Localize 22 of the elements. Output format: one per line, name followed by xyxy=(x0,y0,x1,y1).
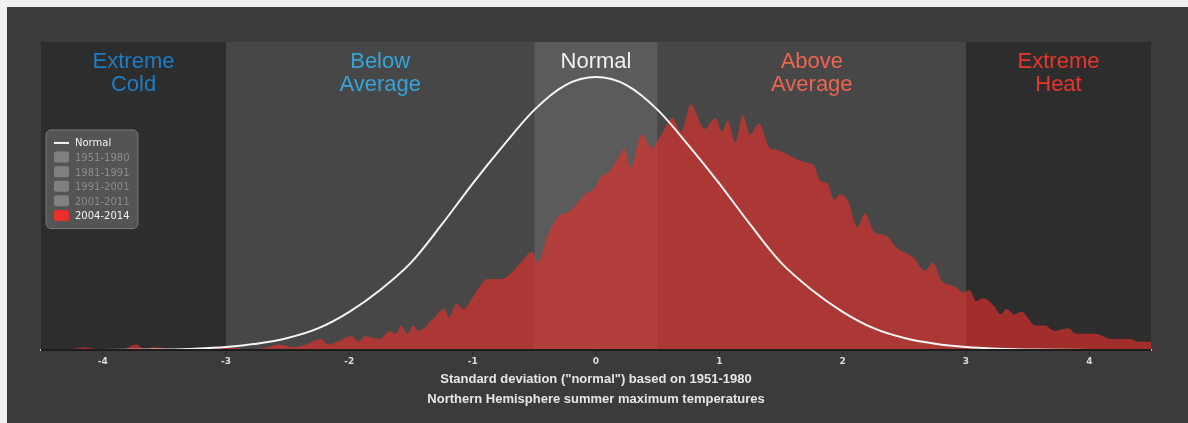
legend-label: 1991-2001 xyxy=(75,181,130,193)
legend-label: 2001-2011 xyxy=(75,195,130,207)
x-tick-label: -2 xyxy=(344,356,355,366)
band-label: Extreme Cold xyxy=(92,48,175,96)
x-tick-label: 2 xyxy=(839,356,846,366)
x-tick-label: -1 xyxy=(467,356,478,366)
band-label: Above Average xyxy=(771,48,853,96)
text: Northern Hemisphere summer maximum temperatures xyxy=(427,391,765,406)
band-label: Extreme Heat xyxy=(1017,48,1100,96)
x-tick-label: 4 xyxy=(1086,356,1093,366)
legend-label: 1981-1991 xyxy=(75,166,130,178)
band-label: Below Average xyxy=(339,48,421,96)
x-axis-title: Standard deviation ("normal") based on 1951-1980 xyxy=(440,371,752,386)
band-label: Normal xyxy=(560,48,632,73)
legend-label: 1951-1980 xyxy=(75,152,130,164)
x-tick-label: -4 xyxy=(97,356,108,366)
x-tick-label: 1 xyxy=(716,356,723,366)
x-tick-label: -3 xyxy=(221,356,231,366)
legend-label: 2004-2014 xyxy=(75,210,130,222)
legend-label: Normal xyxy=(75,137,112,149)
x-tick-label: 3 xyxy=(962,356,970,366)
x-tick-label: 0 xyxy=(592,356,600,366)
